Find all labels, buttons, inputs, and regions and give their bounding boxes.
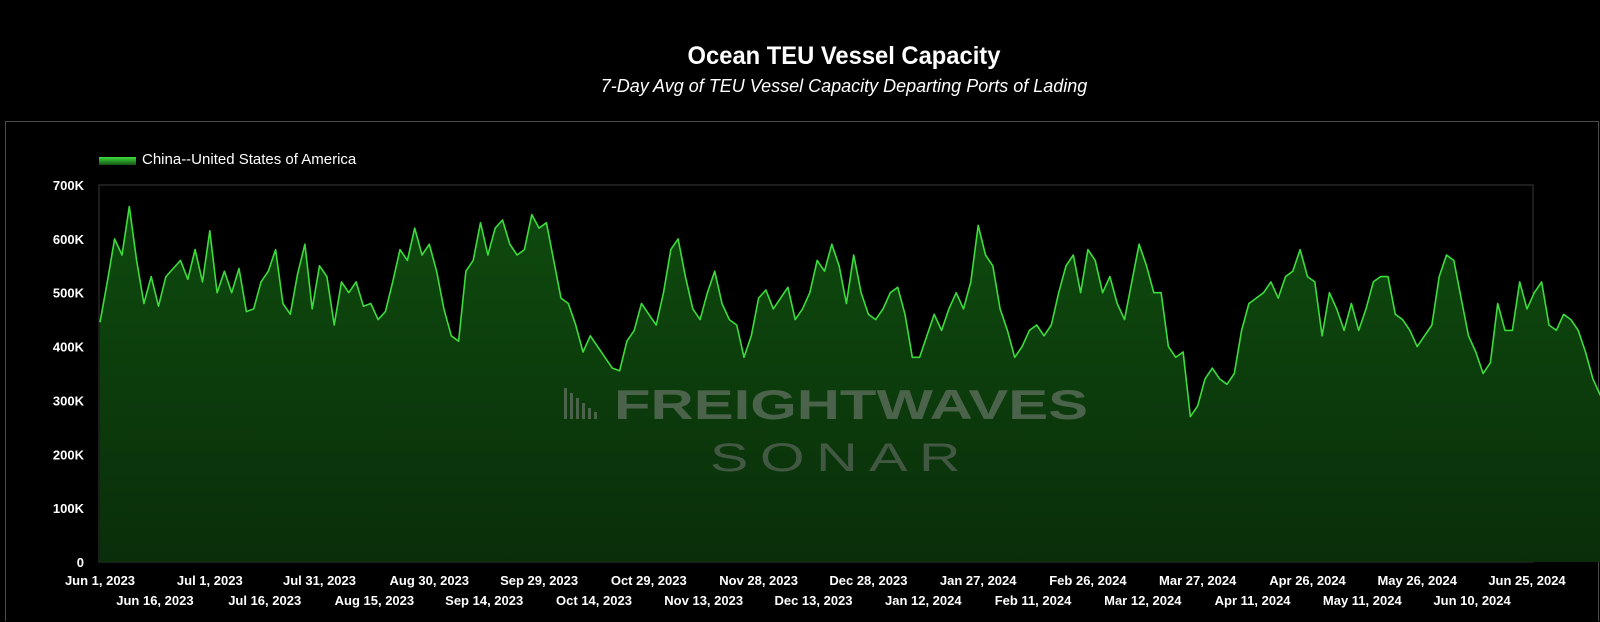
x-tick-label: Jan 12, 2024 bbox=[885, 593, 962, 608]
x-tick-label: Jun 25, 2024 bbox=[1488, 573, 1566, 588]
x-tick-label: May 26, 2024 bbox=[1377, 573, 1457, 588]
y-tick-label: 200K bbox=[53, 447, 85, 462]
series-area bbox=[100, 206, 1600, 562]
x-tick-label: Jul 1, 2023 bbox=[177, 573, 243, 588]
x-tick-label: Oct 14, 2023 bbox=[556, 593, 632, 608]
chart-subtitle: 7-Day Avg of TEU Vessel Capacity Departi… bbox=[600, 76, 1088, 96]
x-tick-label: Feb 11, 2024 bbox=[995, 593, 1072, 608]
x-tick-label: Oct 29, 2023 bbox=[611, 573, 687, 588]
watermark-sub: SONAR bbox=[710, 436, 972, 480]
x-tick-label: Jul 16, 2023 bbox=[228, 593, 301, 608]
x-tick-label: Aug 15, 2023 bbox=[335, 593, 415, 608]
y-tick-label: 100K bbox=[53, 501, 85, 516]
watermark-bars-icon bbox=[564, 388, 597, 419]
x-tick-label: Sep 14, 2023 bbox=[445, 593, 523, 608]
x-tick-label: Jul 31, 2023 bbox=[283, 573, 356, 588]
x-axis: Jun 1, 2023 Jul 1, 2023 Jul 31, 2023 Aug 30… bbox=[65, 573, 1566, 608]
x-tick-label: Sep 29, 2023 bbox=[500, 573, 578, 588]
x-tick-label: Nov 13, 2023 bbox=[664, 593, 743, 608]
x-tick-label: Apr 26, 2024 bbox=[1269, 573, 1346, 588]
y-tick-label: 700K bbox=[53, 178, 85, 193]
series-line bbox=[99, 205, 1600, 418]
legend[interactable]: China--United States of America bbox=[99, 151, 357, 168]
watermark-brand: FREIGHTWAVES bbox=[614, 381, 1088, 428]
y-tick-label: 400K bbox=[53, 340, 85, 355]
y-tick-label: 600K bbox=[53, 232, 85, 247]
x-tick-label: Jun 16, 2023 bbox=[116, 593, 193, 608]
x-tick-label: May 11, 2024 bbox=[1323, 593, 1403, 608]
x-tick-label: Feb 26, 2024 bbox=[1049, 573, 1127, 588]
x-tick-label: Mar 27, 2024 bbox=[1159, 573, 1237, 588]
legend-swatch bbox=[99, 157, 136, 165]
y-axis: 0 100K 200K 300K 400K 500K 600K 700K bbox=[53, 178, 85, 570]
x-tick-label: Apr 11, 2024 bbox=[1215, 593, 1292, 608]
y-tick-label: 0 bbox=[77, 555, 84, 570]
y-tick-label: 500K bbox=[53, 286, 85, 301]
x-tick-label: Jan 27, 2024 bbox=[940, 573, 1017, 588]
x-tick-label: Nov 28, 2023 bbox=[719, 573, 798, 588]
x-tick-label: Jun 10, 2024 bbox=[1433, 593, 1511, 608]
chart-title: Ocean TEU Vessel Capacity bbox=[687, 42, 1001, 70]
x-tick-label: Aug 30, 2023 bbox=[390, 573, 470, 588]
x-tick-label: Dec 13, 2023 bbox=[774, 593, 852, 608]
x-tick-label: Dec 28, 2023 bbox=[829, 573, 907, 588]
x-tick-label: Jun 1, 2023 bbox=[65, 573, 135, 588]
y-tick-label: 300K bbox=[53, 393, 85, 408]
legend-label: China--United States of America bbox=[142, 151, 357, 168]
x-tick-label: Mar 12, 2024 bbox=[1104, 593, 1182, 608]
freightwaves-sonar-watermark: FREIGHTWAVES SONAR bbox=[564, 381, 1088, 480]
chart-frame bbox=[5, 121, 1599, 621]
